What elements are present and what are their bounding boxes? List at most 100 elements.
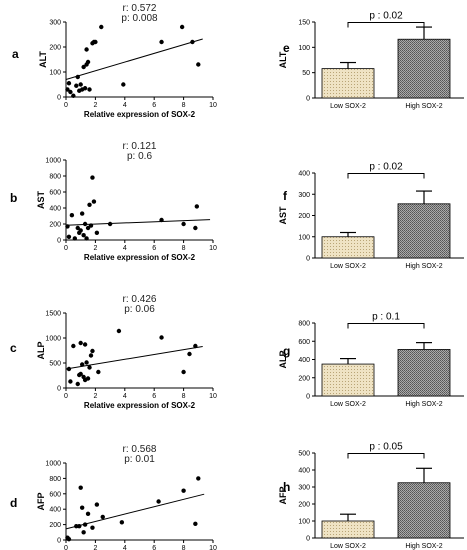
data-point [68, 89, 73, 95]
data-point [85, 225, 91, 231]
x-tick-label: 0 [64, 393, 68, 400]
category-label: Low SOX-2 [330, 543, 366, 550]
y-tick-label: 400 [49, 507, 61, 514]
data-point [65, 224, 70, 229]
y-tick-label: 500 [49, 361, 61, 368]
data-point [181, 488, 186, 493]
x-tick-label: 4 [123, 245, 127, 252]
y-tick-label: 500 [298, 451, 310, 458]
data-point [107, 221, 113, 227]
data-point [71, 93, 76, 98]
y-tick-label: 0 [306, 96, 310, 103]
data-point [82, 86, 88, 91]
data-point [187, 351, 192, 357]
data-point [156, 499, 161, 504]
data-point [87, 365, 92, 370]
y-tick-label: 0 [57, 386, 61, 393]
x-tick-label: 4 [123, 393, 127, 400]
data-point [71, 343, 76, 349]
data-point [159, 335, 164, 340]
y-tick-label: 200 [49, 45, 61, 52]
bar-panel-g: g 0 200 400 600 800 ALP Low SOX-2 High SOX-2 p : … [278, 312, 464, 408]
data-point [81, 530, 86, 535]
y-tick-label: 0 [57, 538, 61, 545]
y-tick-label: 150 [298, 20, 310, 27]
panel-letter: f [283, 189, 288, 203]
data-point [85, 511, 91, 517]
data-point [193, 521, 198, 527]
data-point [75, 74, 80, 80]
y-tick-label: 800 [49, 174, 61, 181]
data-point [88, 353, 94, 358]
x-tick-label: 4 [123, 545, 127, 550]
bar [321, 68, 375, 99]
data-point [78, 228, 83, 233]
data-point [94, 230, 100, 235]
y-tick-label: 0 [306, 536, 310, 543]
y-axis-label: ALP [278, 351, 288, 369]
data-point [81, 64, 86, 70]
data-point [85, 376, 91, 381]
data-point [74, 83, 79, 88]
y-tick-label: 0 [306, 256, 310, 263]
y-tick-label: 600 [49, 491, 61, 498]
panel-letter: b [10, 191, 17, 205]
data-point [99, 24, 104, 30]
y-tick-label: 1000 [45, 461, 61, 468]
x-tick-label: 0 [64, 102, 68, 109]
y-tick-label: 200 [49, 522, 61, 529]
significance-bracket [347, 173, 425, 179]
x-tick-label: 4 [123, 102, 127, 109]
data-point [85, 59, 91, 65]
data-point [90, 525, 95, 530]
correlation-coefficient: r: 0.121 [123, 141, 157, 152]
y-tick-label: 400 [298, 357, 310, 364]
data-point [196, 476, 201, 481]
y-tick-label: 200 [49, 222, 61, 229]
y-tick-label: 800 [298, 321, 310, 328]
data-point [190, 39, 195, 45]
data-point [81, 233, 86, 238]
x-tick-label: 10 [209, 545, 217, 550]
bar-panel-f: f 0 100 200 300 400 AST Low SOX-2 High SOX-2 p : … [278, 162, 464, 270]
bar-panel-h: h 0 100 200 300 400 500 AFP Low SOX-2 High SOX-2 p… [278, 442, 464, 550]
x-tick-label: 6 [152, 102, 156, 109]
data-point [79, 362, 85, 367]
x-tick-label: 10 [209, 393, 217, 400]
y-tick-label: 200 [298, 502, 310, 509]
x-tick-label: 10 [209, 102, 217, 109]
x-axis-label: Relative expression of SOX-2 [84, 253, 196, 262]
data-point [68, 379, 73, 384]
y-axis-label: ALT [278, 51, 288, 68]
y-axis-label: AST [278, 206, 288, 225]
y-tick-label: 100 [298, 519, 310, 526]
p-value: p: 0.008 [121, 13, 158, 24]
panel-letter: c [10, 341, 17, 355]
x-tick-label: 8 [182, 102, 186, 109]
correlation-coefficient: r: 0.572 [123, 3, 157, 14]
data-point [72, 236, 78, 241]
data-point [75, 225, 80, 231]
data-point [84, 360, 89, 365]
category-label: High SOX-2 [405, 103, 442, 110]
p-value-label: p : 0.1 [372, 312, 400, 323]
x-axis-label: Relative expression of SOX-2 [84, 401, 196, 410]
y-tick-label: 800 [49, 476, 61, 483]
bar [397, 203, 451, 259]
significance-bracket [347, 453, 425, 459]
y-tick-label: 600 [49, 190, 61, 197]
data-point [82, 522, 88, 527]
y-tick-label: 300 [298, 485, 310, 492]
bar [397, 38, 451, 99]
x-tick-label: 0 [64, 245, 68, 252]
data-point [121, 82, 126, 87]
regression-line [65, 219, 211, 226]
y-tick-label: 0 [306, 394, 310, 401]
data-point [69, 213, 75, 218]
y-tick-label: 1500 [45, 311, 61, 318]
x-tick-label: 6 [152, 393, 156, 400]
y-axis-label: AST [36, 190, 46, 209]
